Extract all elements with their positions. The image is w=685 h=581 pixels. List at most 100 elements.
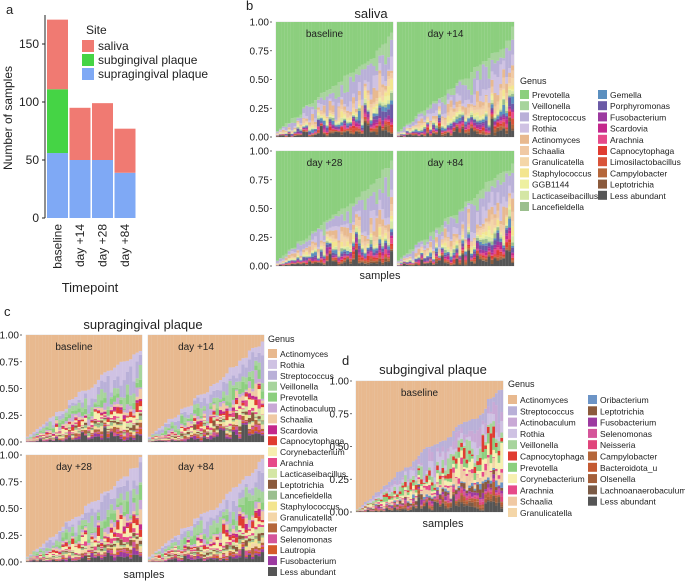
- seg-Actinomyces: [499, 220, 503, 225]
- seg-Porphyromonas: [432, 125, 436, 128]
- seg-Less-abundant: [375, 263, 379, 266]
- seg-Staphylococcus: [435, 243, 438, 246]
- seg-Streptococcus: [193, 400, 197, 405]
- seg-Capnocytophaga: [484, 256, 488, 258]
- seg-Staphylococcus: [452, 245, 456, 249]
- seg-Actinomyces: [189, 335, 194, 406]
- seg-Schaalia: [417, 254, 421, 256]
- seg-Scardovia: [209, 416, 213, 418]
- seg-Arachnia: [493, 125, 497, 127]
- seg-Leptotrichia: [322, 133, 326, 135]
- seg-Veillonella: [446, 217, 450, 225]
- seg-Veillonella: [354, 197, 358, 205]
- seg-Limosilactobacillus: [343, 259, 347, 261]
- seg-Veillonella: [369, 58, 373, 64]
- seg-Prevotella: [443, 151, 447, 219]
- seg-Streptococcus: [455, 223, 459, 229]
- seg-Granulicatella: [387, 79, 391, 87]
- seg-Corynebacterium: [55, 426, 59, 433]
- seg-Schaalia: [405, 128, 409, 129]
- seg-Staphylococcus: [235, 419, 239, 422]
- panel-a-bars: [47, 19, 136, 218]
- seg-GGB1144: [387, 241, 391, 243]
- legend-swatch-Leptotrichia: [598, 179, 607, 189]
- seg-Scardovia: [305, 260, 309, 262]
- seg-Lacticaseibacillus: [417, 130, 421, 131]
- seg-Veillonella: [490, 180, 494, 187]
- seg-Staphylococcus: [74, 429, 78, 431]
- seg-Less-abundant: [331, 261, 335, 266]
- seg-Corynebacterium: [218, 415, 223, 418]
- seg-Streptococcus: [316, 99, 320, 104]
- seg-Lacticaseibacillus: [308, 129, 312, 131]
- seg-Streptococcus: [106, 375, 110, 407]
- legend-label: Rothia: [532, 124, 557, 134]
- seg-GGB1144: [426, 121, 430, 122]
- seg-Staphylococcus: [490, 93, 494, 96]
- seg-Veillonella: [475, 194, 479, 211]
- seg-Fusobacterium: [502, 249, 506, 252]
- seg-Limosilactobacillus: [511, 258, 515, 261]
- seg-Capnocytophaga: [103, 413, 107, 415]
- seg-Veillonella: [199, 408, 203, 416]
- seg-Actinomyces: [311, 114, 315, 121]
- seg-Leptotrichia: [340, 263, 344, 265]
- seg-Corynebacterium: [183, 430, 187, 433]
- seg-Actinomyces: [331, 230, 335, 235]
- seg-Arachnia: [357, 253, 361, 256]
- seg-Actinomyces: [284, 130, 288, 132]
- seg-Fusobacterium: [467, 122, 471, 125]
- seg-Actinobaculum: [222, 400, 226, 404]
- seg-Gemella: [381, 247, 385, 249]
- seg-Prevotella: [378, 151, 382, 179]
- seg-Actinomyces: [508, 193, 512, 196]
- seg-Streptococcus: [432, 239, 436, 249]
- seg-Fusobacterium: [499, 116, 503, 121]
- seg-GGB1144: [435, 245, 438, 247]
- seg-Rothia: [26, 436, 30, 438]
- seg-Leptotrichia: [360, 261, 364, 263]
- seg-Veillonella: [375, 179, 379, 204]
- seg-Scardovia: [100, 412, 104, 415]
- seg-Prevotella: [354, 151, 358, 198]
- seg-Lancefieldella: [499, 237, 503, 239]
- seg-Lancefieldella: [38, 436, 43, 438]
- seg-Lancefieldella: [499, 110, 503, 112]
- seg-Selenomonas: [180, 439, 184, 440]
- seg-Lacticaseibacillus: [173, 435, 178, 437]
- seg-Veillonella: [446, 89, 450, 94]
- seg-Veillonella: [458, 209, 462, 212]
- seg-Rothia: [71, 399, 75, 403]
- seg-Veillonella: [508, 170, 512, 176]
- seg-Rothia: [387, 69, 391, 71]
- seg-Leptotrichia: [231, 418, 236, 420]
- seg-Veillonella: [67, 408, 72, 415]
- seg-Capnocytophaga: [384, 254, 388, 256]
- seg-Less-abundant: [372, 132, 376, 137]
- seg-Arachnia: [458, 124, 462, 129]
- panel-a-legend-title: Site: [86, 23, 107, 37]
- seg-Porphyromonas: [305, 257, 309, 260]
- seg-Streptococcus: [328, 93, 332, 99]
- seg-Scardovia: [360, 130, 364, 131]
- seg-Capnocytophaga: [372, 257, 376, 260]
- seg-Streptococcus: [305, 241, 309, 248]
- seg-Veillonella: [372, 58, 376, 66]
- seg-Fusobacterium: [125, 437, 130, 440]
- seg-Gemella: [455, 248, 459, 250]
- seg-Staphylococcus: [499, 99, 503, 101]
- seg-Streptococcus: [84, 393, 88, 399]
- seg-Less-abundant: [417, 265, 421, 266]
- seg-Streptococcus: [372, 192, 376, 211]
- seg-Fusobacterium: [349, 125, 353, 127]
- seg-Streptococcus: [487, 78, 491, 89]
- seg-Less-abundant: [402, 263, 406, 266]
- seg-Rothia: [369, 210, 373, 218]
- seg-Streptococcus: [458, 211, 462, 236]
- seg-Streptococcus: [325, 96, 329, 117]
- seg-Less-abundant: [467, 250, 471, 266]
- seg-Veillonella: [455, 214, 459, 224]
- seg-Scardovia: [423, 132, 427, 134]
- seg-Streptococcus: [116, 376, 120, 389]
- panel-a-xlabel: Timepoint: [62, 280, 119, 295]
